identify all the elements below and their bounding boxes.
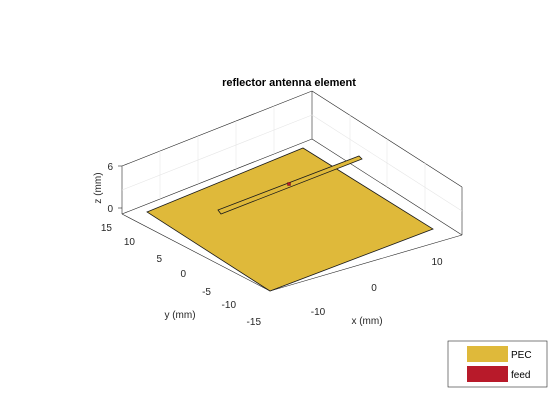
z-axis-label: z (mm): [93, 172, 104, 203]
legend-swatch-pec: [467, 346, 508, 362]
reflector-plane: [146, 147, 434, 292]
legend-label-pec: PEC: [511, 350, 532, 361]
y-tick-label: -10: [222, 300, 237, 311]
y-tick-label: -5: [202, 287, 211, 298]
back-top-left-edge: [121, 90, 313, 167]
y-axis-line: [121, 213, 271, 292]
y-tick-label: 15: [101, 223, 113, 234]
grid-lines: [121, 106, 463, 212]
x-tick-label: 0: [371, 283, 377, 294]
grid-line: [121, 114, 313, 191]
y-tick-label: 0: [180, 269, 186, 280]
x-axis-label: x (mm): [351, 316, 382, 327]
x-tick-label: -10: [311, 307, 326, 318]
feed-marker: [287, 182, 291, 186]
y-tick-label: 5: [156, 254, 162, 265]
x-axis: -10 0 10 x (mm): [311, 257, 443, 327]
legend: PEC feed: [447, 340, 548, 388]
plot-title: reflector antenna element: [222, 77, 356, 89]
legend-label-feed: feed: [511, 370, 530, 381]
y-axis: 15 10 5 0 -5 -10 -15 y (mm): [101, 223, 262, 328]
legend-swatch-feed: [467, 366, 508, 382]
y-tick-label: 10: [124, 237, 136, 248]
x-tick-label: 10: [431, 257, 443, 268]
axes-box-front: [121, 213, 463, 292]
z-tick-label: 0: [107, 204, 113, 215]
back-bottom-left-edge: [121, 138, 313, 215]
y-axis-label: y (mm): [164, 310, 195, 321]
y-tick-label: -15: [247, 317, 262, 328]
z-axis: 6 0 z (mm): [93, 162, 122, 215]
x-axis-line: [269, 234, 463, 292]
z-tick-label: 6: [107, 162, 113, 173]
